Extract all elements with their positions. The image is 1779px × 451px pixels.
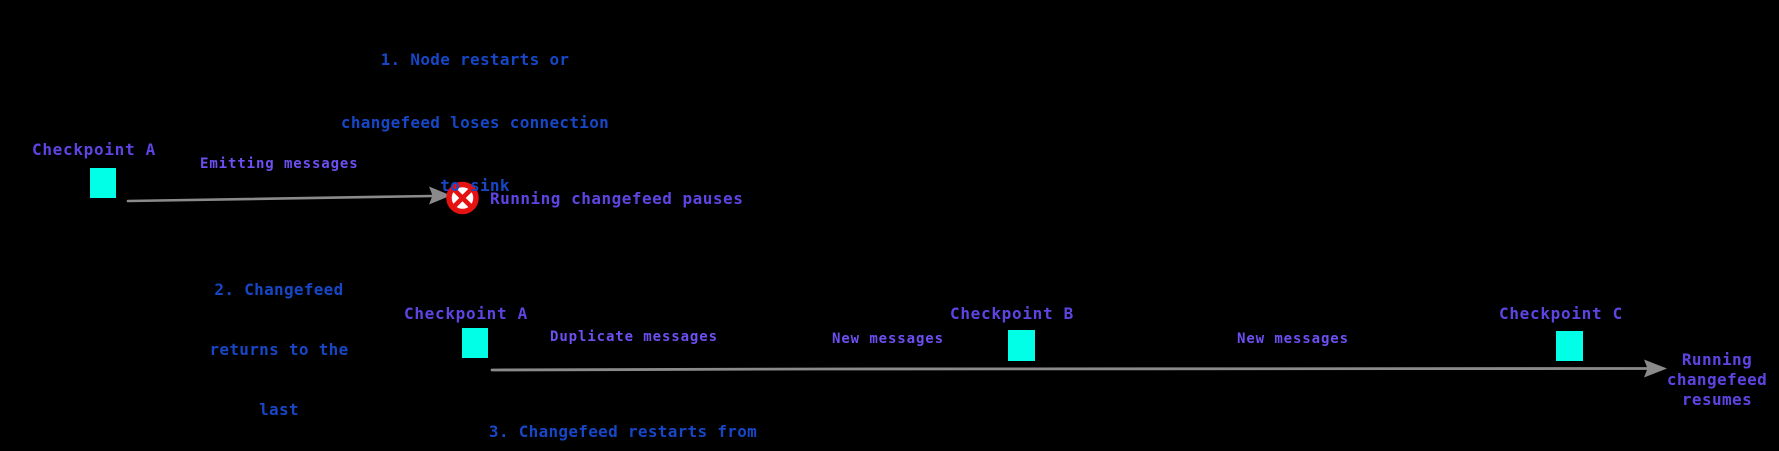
note-1-node-restarts: 1. Node restarts or changefeed loses con… xyxy=(299,7,651,238)
note-2-line-1: 2. Changefeed xyxy=(214,280,344,299)
timeline2-arrow xyxy=(490,359,1667,378)
timeline2-duplicate-messages-label: Duplicate messages xyxy=(550,329,718,345)
timeline2-checkpoint-a-marker xyxy=(462,328,488,358)
timeline2-checkpoint-b-label: Checkpoint B xyxy=(950,304,1074,323)
note-2-returns-to-checkpoint: 2. Changefeed returns to the last checkp… xyxy=(179,240,379,451)
timeline2-new-messages-2-label: New messages xyxy=(1237,331,1349,347)
note-3-restarts-from-checkpoint: 3. Changefeed restarts from last checkpo… xyxy=(463,382,783,451)
note-1-line-2: changefeed loses connection xyxy=(340,113,610,132)
note-2-line-3: last xyxy=(259,400,299,419)
note-3-line-1: 3. Changefeed restarts from xyxy=(488,422,758,441)
timeline1-checkpoint-a-label: Checkpoint A xyxy=(32,140,156,159)
timeline2-checkpoint-c-label: Checkpoint C xyxy=(1499,304,1623,323)
note-2-line-2: returns to the xyxy=(209,340,349,359)
resume-line-2: changefeed xyxy=(1666,370,1768,389)
timeline2-resume-label: Running changefeed resumes xyxy=(1658,350,1776,410)
timeline1-checkpoint-a-marker xyxy=(90,168,116,198)
note-1-line-1: 1. Node restarts or xyxy=(380,50,570,69)
timeline2-checkpoint-b-marker xyxy=(1008,330,1035,361)
timeline1-arrow xyxy=(126,186,451,205)
timeline2-new-messages-1-label: New messages xyxy=(832,331,944,347)
timeline1-emitting-messages-label: Emitting messages xyxy=(200,156,359,172)
timeline1-pause-label: Running changefeed pauses xyxy=(490,189,744,208)
crossed-circle-icon xyxy=(446,181,479,215)
resume-line-3: resumes xyxy=(1681,390,1753,409)
timeline2-checkpoint-a-label: Checkpoint A xyxy=(404,304,528,323)
note-1-line-3: to sink xyxy=(440,176,510,195)
timeline2-checkpoint-c-marker xyxy=(1556,331,1583,361)
resume-line-1: Running xyxy=(1681,350,1753,369)
